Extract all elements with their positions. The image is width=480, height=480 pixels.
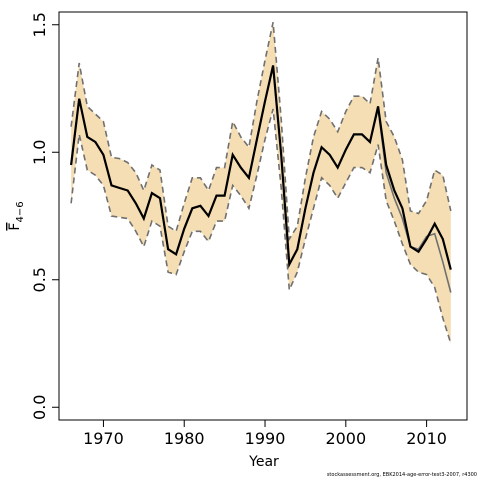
y-axis-title-subscript: 4−6 (15, 201, 26, 222)
x-tick-label: 1990 (245, 429, 286, 448)
x-axis-title: Year (248, 454, 279, 470)
y-axis-title: F4−6 (7, 201, 26, 230)
x-tick-label: 2010 (406, 429, 447, 448)
y-tick-label-group: 1.0 (30, 140, 49, 165)
svg-text:F4−6: F4−6 (7, 201, 26, 230)
y-tick-label-group: 0.0 (30, 395, 49, 420)
y-axis: 0.0 0.5 1.0 1.5 (30, 12, 60, 420)
y-tick-label-group: 0.5 (30, 267, 49, 292)
x-axis: 1970 1980 1990 2000 2010 (83, 419, 447, 448)
y-axis-title-main: F (7, 223, 23, 231)
x-tick-label: 1970 (83, 429, 124, 448)
y-tick-label: 0.0 (30, 395, 49, 420)
y-tick-label-group: 1.5 (30, 12, 49, 37)
x-tick-label: 2000 (325, 429, 366, 448)
series-line-1 (70, 65, 452, 270)
y-tick-label: 0.5 (30, 267, 49, 292)
y-tick-label: 1.0 (30, 140, 49, 165)
series-lines (70, 65, 452, 293)
x-tick-label: 1980 (164, 429, 205, 448)
confidence-band-layer (71, 22, 451, 344)
confidence-band (71, 22, 451, 344)
footer-caption: stockassessment.org, EBK2014-age-error-t… (326, 472, 477, 478)
y-tick-label: 1.5 (30, 12, 49, 37)
upper-bound-line (70, 22, 452, 242)
lower-bound-line (70, 108, 452, 344)
confidence-bound-lines (70, 22, 452, 344)
